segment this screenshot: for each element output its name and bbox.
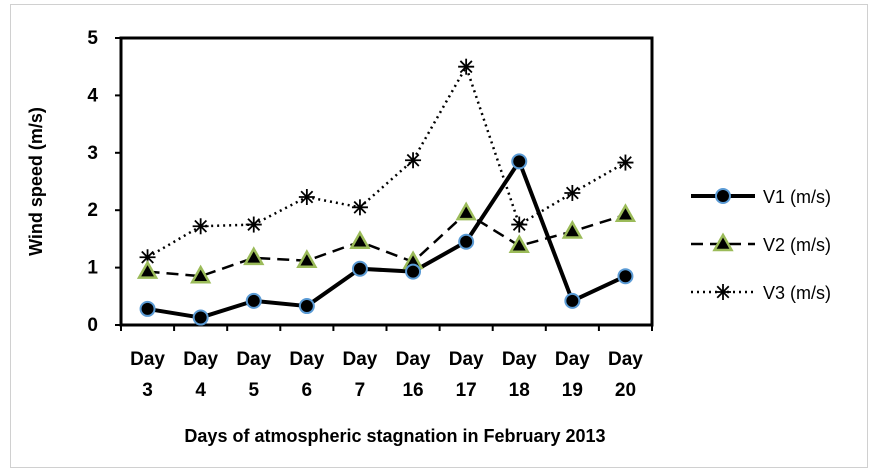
series-1-point: [351, 260, 368, 277]
x-tick-label: 16: [402, 380, 423, 401]
series-1-point: [245, 292, 262, 309]
x-tick-label: Day: [608, 349, 643, 370]
legend-marker-2: [712, 232, 734, 252]
x-tick-label: 7: [355, 380, 366, 401]
x-tick-label: Day: [130, 349, 165, 370]
series-2-point: [508, 234, 530, 254]
y-tick-label: 3: [87, 143, 98, 164]
x-tick-label: 4: [195, 380, 206, 401]
series-line-1: [147, 159, 627, 320]
x-tick-label: Day: [236, 349, 271, 370]
x-tick-label: Day: [343, 349, 378, 370]
x-tick-label: Day: [502, 349, 537, 370]
series-3-point: [405, 152, 422, 169]
y-tick-label: 2: [87, 200, 98, 221]
series-2-point: [561, 219, 583, 239]
series-1-point: [458, 233, 475, 250]
series-3-point: [511, 216, 528, 233]
x-tick-label: Day: [183, 349, 218, 370]
x-tick-label: 3: [142, 380, 153, 401]
series-1-point: [298, 298, 315, 315]
series-1-point: [139, 300, 156, 317]
series-3-point: [298, 188, 315, 205]
legend-label-1: V1 (m/s): [763, 187, 831, 207]
y-axis-title: Wind speed (m/s): [26, 107, 46, 256]
y-tick-label: 1: [87, 258, 98, 279]
series-1-point: [192, 309, 209, 326]
x-tick-label: 5: [248, 380, 259, 401]
series-3-point: [458, 58, 475, 75]
x-axis-title: Days of atmospheric stagnation in Februa…: [184, 426, 605, 446]
y-tick-label: 5: [87, 28, 98, 49]
series-1-point: [617, 268, 634, 285]
y-tick-label: 4: [87, 85, 98, 106]
x-tick-label: 19: [562, 380, 583, 401]
series-line-2: [147, 211, 626, 278]
series-2-point: [349, 230, 371, 250]
x-tick-label: Day: [449, 349, 484, 370]
series-line-3: [146, 65, 627, 259]
series-3-point: [564, 184, 581, 201]
x-tick-label: Day: [555, 349, 590, 370]
x-tick-label: Day: [289, 349, 324, 370]
legend-marker-1: [715, 188, 731, 204]
series-2-point: [243, 246, 265, 266]
series-3-point: [617, 154, 634, 171]
x-tick-label: 18: [509, 380, 530, 401]
series-2-point: [190, 264, 212, 284]
y-tick-label: 0: [87, 315, 98, 336]
series-2-point: [614, 203, 637, 223]
x-tick-label: 6: [302, 380, 313, 401]
series-2-point: [136, 260, 159, 279]
x-tick-label: 20: [615, 380, 636, 401]
series-2-point: [296, 249, 318, 268]
series-3-point: [245, 216, 262, 233]
series-1-point: [405, 263, 422, 280]
legend-label-3: V3 (m/s): [763, 283, 831, 303]
series-2-point: [455, 201, 477, 221]
series-3-point: [351, 199, 368, 216]
series-3-point: [192, 218, 209, 235]
series-1-point: [564, 292, 581, 309]
legend-label-2: V2 (m/s): [763, 235, 831, 255]
legend-marker-3: [715, 284, 731, 300]
x-tick-label: 17: [456, 380, 477, 401]
x-tick-label: Day: [396, 349, 431, 370]
series-1-point: [511, 153, 528, 170]
